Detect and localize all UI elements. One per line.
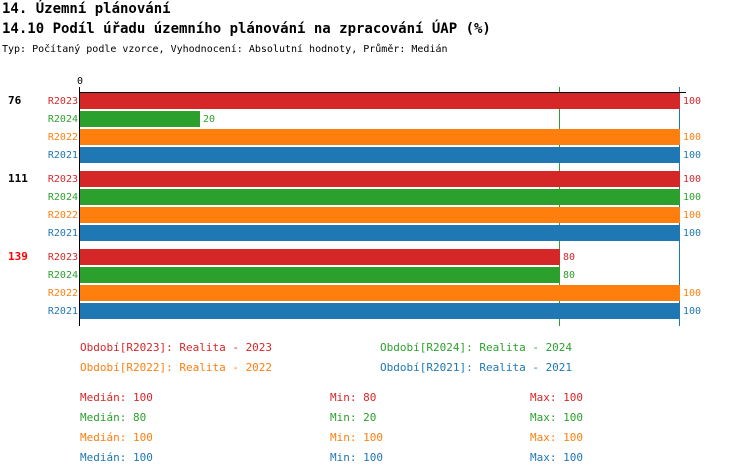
bar bbox=[80, 171, 680, 187]
group-label: 76 bbox=[8, 94, 22, 107]
chart-title: 14.10 Podíl úřadu územního plánování na … bbox=[2, 21, 491, 37]
bar bbox=[80, 285, 680, 301]
legend-item: Období[R2021]: Realita - 2021 bbox=[380, 361, 573, 374]
series-label: R2024 bbox=[48, 270, 78, 281]
legend-item: Období[R2023]: Realita - 2023 bbox=[80, 341, 273, 354]
series-label: R2023 bbox=[48, 174, 78, 185]
stat-median: Medián: 100 bbox=[80, 391, 153, 404]
data-label: 100 bbox=[683, 192, 701, 203]
data-label: 20 bbox=[203, 114, 215, 125]
series-label: R2021 bbox=[48, 228, 78, 239]
stat-min: Min: 80 bbox=[330, 391, 377, 404]
data-label: 100 bbox=[683, 174, 701, 185]
bar bbox=[80, 93, 680, 109]
bar bbox=[80, 267, 560, 283]
data-label: 100 bbox=[683, 210, 701, 221]
bar bbox=[80, 207, 680, 223]
data-label: 100 bbox=[683, 306, 701, 317]
stat-max: Max: 100 bbox=[530, 451, 583, 464]
series-label: R2024 bbox=[48, 114, 78, 125]
section-title: 14. Územní plánování bbox=[2, 1, 171, 17]
bar bbox=[80, 111, 200, 127]
bar bbox=[80, 147, 680, 163]
stat-median: Medián: 80 bbox=[80, 411, 147, 424]
stat-max: Max: 100 bbox=[530, 431, 583, 444]
data-label: 100 bbox=[683, 132, 701, 143]
series-label: R2022 bbox=[48, 288, 78, 299]
legend-item: Období[R2022]: Realita - 2022 bbox=[80, 361, 273, 374]
series-label: R2022 bbox=[48, 132, 78, 143]
bar bbox=[80, 249, 560, 265]
chart-subtitle: Typ: Počítaný podle vzorce, Vyhodnocení:… bbox=[2, 44, 448, 55]
group-label: 139 bbox=[8, 250, 28, 263]
data-label: 100 bbox=[683, 150, 701, 161]
bar bbox=[80, 303, 680, 319]
stat-min: Min: 100 bbox=[330, 451, 383, 464]
stat-min: Min: 20 bbox=[330, 411, 377, 424]
data-label: 100 bbox=[683, 96, 701, 107]
series-label: R2021 bbox=[48, 306, 78, 317]
bar bbox=[80, 225, 680, 241]
bar bbox=[80, 129, 680, 145]
data-label: 100 bbox=[683, 288, 701, 299]
data-label: 80 bbox=[563, 252, 575, 263]
x-tick-label: 0 bbox=[77, 76, 83, 87]
series-label: R2024 bbox=[48, 192, 78, 203]
stat-max: Max: 100 bbox=[530, 411, 583, 424]
legend-item: Období[R2024]: Realita - 2024 bbox=[380, 341, 573, 354]
stat-median: Medián: 100 bbox=[80, 451, 153, 464]
stat-min: Min: 100 bbox=[330, 431, 383, 444]
series-label: R2023 bbox=[48, 96, 78, 107]
series-label: R2023 bbox=[48, 252, 78, 263]
series-label: R2022 bbox=[48, 210, 78, 221]
group-label: 111 bbox=[8, 172, 28, 185]
series-label: R2021 bbox=[48, 150, 78, 161]
data-label: 100 bbox=[683, 228, 701, 239]
bar bbox=[80, 189, 680, 205]
data-label: 80 bbox=[563, 270, 575, 281]
stat-max: Max: 100 bbox=[530, 391, 583, 404]
stat-median: Medián: 100 bbox=[80, 431, 153, 444]
